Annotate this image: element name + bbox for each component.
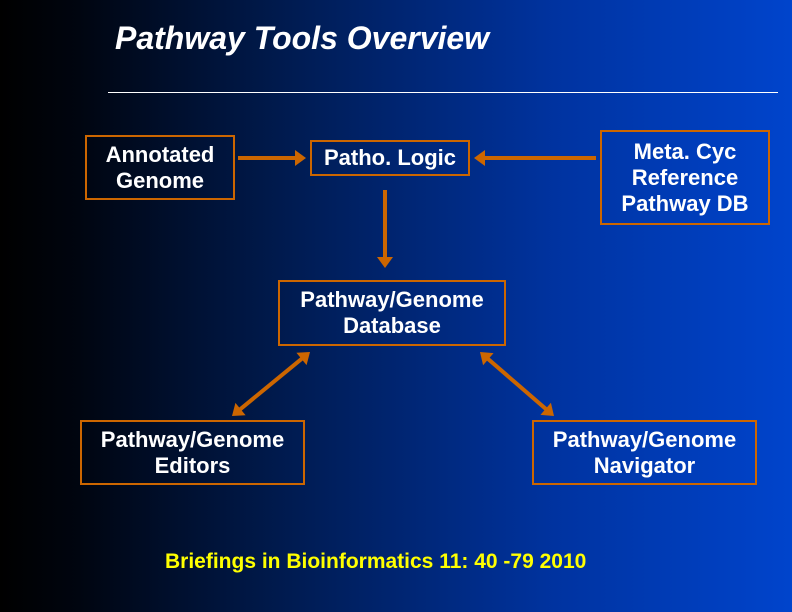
slide-root: Pathway Tools Overview Annotated Genome … [0, 0, 792, 612]
page-title: Pathway Tools Overview [115, 20, 489, 57]
box-pathway-genome-navigator: Pathway/Genome Navigator [532, 420, 757, 485]
box-patho-logic: Patho. Logic [310, 140, 470, 176]
box-annotated-genome: Annotated Genome [85, 135, 235, 200]
box-pathway-genome-editors: Pathway/Genome Editors [80, 420, 305, 485]
citation-text: Briefings in Bioinformatics 11: 40 -79 2… [165, 550, 586, 574]
box-pathway-genome-db: Pathway/Genome Database [278, 280, 506, 346]
box-metacyc: Meta. Cyc Reference Pathway DB [600, 130, 770, 225]
title-underline [108, 92, 778, 93]
